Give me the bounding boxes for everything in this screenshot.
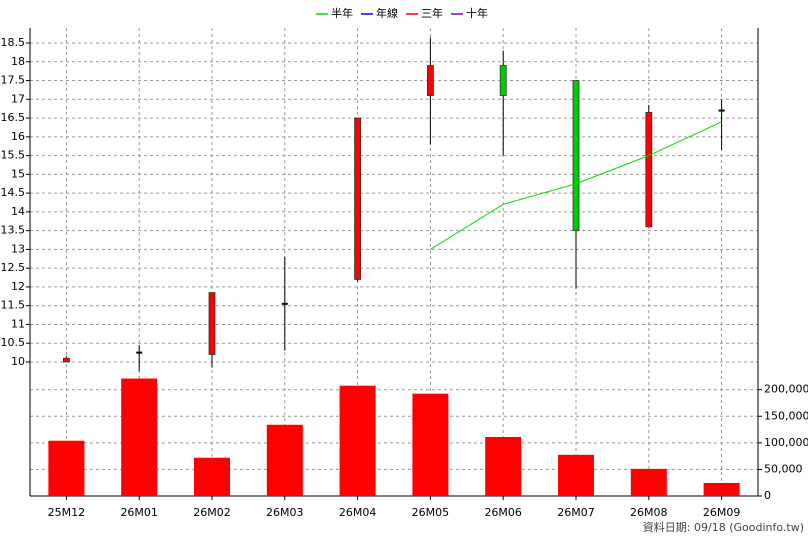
y-tick-label: 14.5 <box>1 186 26 199</box>
x-tick-label: 26M03 <box>266 506 304 519</box>
y-tick-label: 18 <box>11 55 25 68</box>
volume-bar <box>121 378 158 496</box>
x-tick-label: 26M04 <box>339 506 377 519</box>
candle-body <box>354 117 362 280</box>
candle-body <box>645 112 653 228</box>
y2-tick-label: 200,000 <box>764 383 808 396</box>
volume-bar <box>339 385 376 496</box>
volume-bar <box>630 468 667 496</box>
candle-body <box>63 357 70 363</box>
y2-tick-label: 0 <box>764 489 771 502</box>
volume-bar <box>194 457 230 496</box>
x-tick-label: 26M09 <box>703 506 741 519</box>
y-tick-label: 17 <box>11 92 25 105</box>
x-tick-label: 25M12 <box>48 506 86 519</box>
y-tick-label: 11.5 <box>1 299 26 312</box>
y2-tick-label: 150,000 <box>764 409 808 422</box>
legend-label: 半年 <box>331 6 353 20</box>
x-tick-label: 26M02 <box>193 506 231 519</box>
y-tick-label: 14 <box>11 205 25 218</box>
y2-tick-label: 50,000 <box>764 462 803 475</box>
candle-body <box>208 292 216 355</box>
volume-bar <box>485 437 522 496</box>
y-tick-label: 18.5 <box>1 36 26 49</box>
y-tick-label: 15.5 <box>1 149 26 162</box>
x-tick-label: 26M01 <box>120 506 158 519</box>
y-tick-label: 15 <box>11 167 25 180</box>
volume-bar <box>412 393 449 496</box>
y-tick-label: 12.5 <box>1 261 26 274</box>
legend-label: 三年 <box>421 6 443 20</box>
x-tick-label: 26M08 <box>630 506 668 519</box>
volume-bar <box>266 424 303 496</box>
candle-body <box>426 65 434 96</box>
y2-tick-label: 100,000 <box>764 436 808 449</box>
y-tick-label: 12 <box>11 280 25 293</box>
legend-label: 年線 <box>376 6 398 20</box>
legend-label: 十年 <box>466 6 488 20</box>
y-tick-label: 13.5 <box>1 224 26 237</box>
x-tick-label: 26M06 <box>484 506 522 519</box>
y-tick-label: 11 <box>11 317 25 330</box>
volume-bar <box>558 454 594 496</box>
x-tick-label: 26M07 <box>557 506 595 519</box>
x-tick-label: 26M05 <box>412 506 450 519</box>
y-tick-label: 13 <box>11 242 25 255</box>
y-tick-label: 16 <box>11 130 25 143</box>
candle-body <box>499 65 507 96</box>
y-tick-label: 10 <box>11 355 25 368</box>
y-tick-label: 16.5 <box>1 111 26 124</box>
y-tick-label: 10.5 <box>1 336 26 349</box>
candle-body <box>572 80 580 232</box>
volume-bar <box>48 440 85 496</box>
footer: 資料日期: 09/18 (Goodinfo.tw) <box>643 520 804 534</box>
volume-bar <box>703 482 740 496</box>
ma-line <box>430 121 722 250</box>
y-tick-label: 17.5 <box>1 74 26 87</box>
